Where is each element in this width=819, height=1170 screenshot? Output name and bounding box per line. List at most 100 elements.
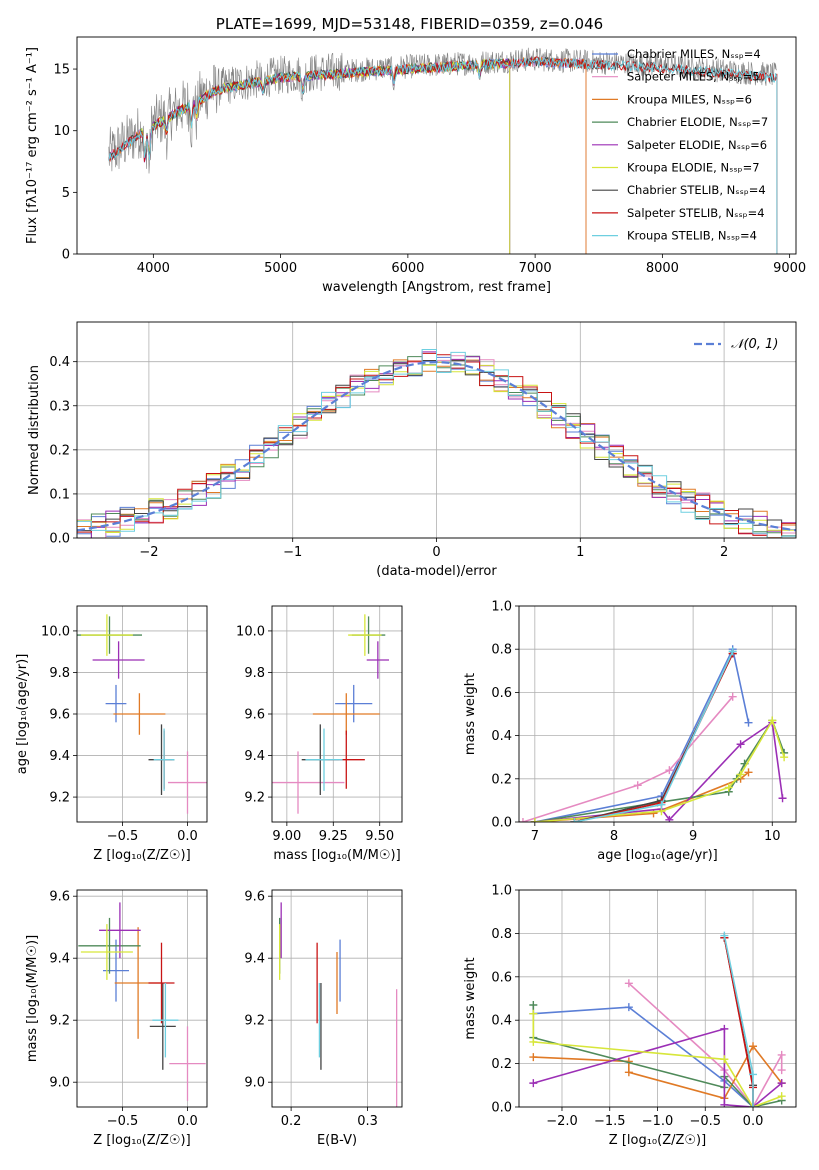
y-axis-label: mass weight xyxy=(463,957,478,1039)
x-axis-label: Z [log₁₀(Z/Z☉)] xyxy=(93,1133,190,1148)
y-tick-label: 0.1 xyxy=(49,487,70,502)
x-tick-label: 9.50 xyxy=(365,829,394,844)
weight-marker xyxy=(777,1050,786,1059)
y-axis-label: mass weight xyxy=(463,673,478,755)
weight-marker xyxy=(720,1024,729,1033)
weight-marker xyxy=(519,818,527,822)
error-bar-point-6 xyxy=(80,614,133,656)
weight-marker xyxy=(724,783,733,792)
weight-marker xyxy=(728,647,737,656)
y-tick-label: 9.8 xyxy=(49,666,70,681)
error-bar-point-1 xyxy=(105,684,127,723)
x-tick-label: 10 xyxy=(764,829,781,844)
x-tick-label: −1.5 xyxy=(594,1114,626,1129)
y-tick-label: 1.0 xyxy=(491,600,512,615)
y-tick-label: 0.0 xyxy=(491,1101,512,1116)
panel-5: 7 8 9 10 0.0 0.2 0.4 0.6 0.8 1.0 age [log₁₀(age/yr… xyxy=(463,600,797,863)
y-tick-label: 10.0 xyxy=(236,624,265,639)
legend-label: Chabrier STELIB, Nₛₛₚ=4 xyxy=(627,183,766,197)
x-tick-label: 9.25 xyxy=(319,829,348,844)
weight-marker xyxy=(633,781,642,790)
y-tick-label: 9.0 xyxy=(49,1076,70,1091)
y-tick-label: 0.4 xyxy=(491,729,512,744)
y-tick-label: 9.6 xyxy=(49,708,70,723)
weight-marker xyxy=(749,1103,758,1107)
x-tick-label: −2 xyxy=(139,545,158,560)
x-axis-label: (data-model)/error xyxy=(376,564,497,579)
plot-layer xyxy=(77,614,207,814)
weight-marker xyxy=(744,718,753,727)
y-tick-label: 10 xyxy=(53,124,70,139)
weight-marker xyxy=(529,1009,538,1018)
weight-marker xyxy=(749,1042,758,1051)
y-tick-label: 9.2 xyxy=(244,791,265,806)
y-tick-label: 0 xyxy=(62,248,70,263)
x-axis-label: Z [log₁₀(Z/Z☉)] xyxy=(93,848,190,863)
y-tick-label: 0.2 xyxy=(491,1057,512,1072)
plot-layer xyxy=(78,902,206,1101)
y-tick-label: 9.2 xyxy=(49,1014,70,1029)
legend-label: Salpeter STELIB, Nₛₛₚ=4 xyxy=(627,206,765,220)
legend-label: Chabrier MILES, Nₛₛₚ=4 xyxy=(627,47,761,61)
x-tick-label: 0.2 xyxy=(281,1114,302,1129)
x-tick-label: −2.0 xyxy=(546,1114,578,1129)
weight-marker xyxy=(624,1003,633,1012)
frame xyxy=(518,889,797,1108)
x-tick-label: 0.0 xyxy=(177,1114,198,1129)
x-tick-label: 9 xyxy=(689,829,697,844)
panel-8: −2.0 −1.5 −1.0 −0.5 0.0 0.0 0.2 0.4 0.6 0.8 1.0 Z [… xyxy=(463,884,797,1148)
panel-7: 0.2 0.3 9.0 9.2 9.4 9.6 E(B-V) xyxy=(244,889,403,1148)
weight-line-1 xyxy=(534,646,750,822)
weight-line-2 xyxy=(522,696,734,822)
y-tick-label: 0.6 xyxy=(491,686,512,701)
weight-marker xyxy=(649,809,658,818)
weight-marker xyxy=(744,768,753,777)
error-bar-point-5 xyxy=(366,641,389,679)
frame xyxy=(76,605,208,823)
plot-layer xyxy=(278,902,398,1107)
chart-title: PLATE=1699, MJD=53148, FIBERID=0359, z=0… xyxy=(216,15,603,33)
weight-marker xyxy=(570,818,579,822)
error-bar-point-4 xyxy=(78,917,141,974)
plot-layer xyxy=(272,614,389,814)
weight-marker xyxy=(749,1070,758,1079)
x-tick-label: 8 xyxy=(610,829,618,844)
x-tick-label: 8000 xyxy=(646,261,679,276)
error-bar-point-8 xyxy=(148,942,175,1024)
weight-marker xyxy=(530,818,539,822)
panel-3: −0.5 0.0 9.2 9.4 9.6 9.8 10.0 Z [log₁₀(Z/Z☉)] ag… xyxy=(15,605,208,863)
error-bar-point-3 xyxy=(113,693,166,735)
weight-line-1 xyxy=(533,1006,754,1107)
weight-marker xyxy=(624,979,633,988)
error-bar-point-9 xyxy=(305,728,343,791)
x-axis-label: wavelength [Angstrom, rest frame] xyxy=(322,280,551,295)
panel-4: 9.00 9.25 9.50 9.2 9.4 9.6 9.8 10.0 mass [log₁₀(… xyxy=(236,605,403,863)
weight-line-6 xyxy=(534,718,785,822)
model-spectrum-9 xyxy=(108,56,778,254)
error-bar-point-6 xyxy=(348,614,382,656)
y-axis-label: mass [log₁₀(M/M☉)] xyxy=(25,935,40,1062)
plot-layer xyxy=(529,931,786,1107)
x-axis-label: E(B-V) xyxy=(317,1133,357,1148)
y-tick-label: 9.6 xyxy=(244,890,265,905)
error-bar-point-5 xyxy=(99,902,141,959)
error-bar-point-9 xyxy=(153,728,175,791)
y-axis-label: Normed distribution xyxy=(27,365,42,495)
x-tick-label: 7 xyxy=(531,829,539,844)
legend-label: Kroupa STELIB, Nₛₛₚ=4 xyxy=(627,229,757,243)
y-tick-label: 0.4 xyxy=(491,1014,512,1029)
y-tick-label: 9.2 xyxy=(244,1014,265,1029)
y-axis-label: Flux [fλ10⁻¹⁷ erg cm⁻² s⁻¹ A⁻¹] xyxy=(25,47,40,244)
weight-marker xyxy=(778,794,787,803)
weight-marker xyxy=(720,1055,729,1064)
panel-1: 4000 5000 6000 7000 8000 9000 0 5 10 15 wavelength… xyxy=(25,36,806,295)
y-tick-label: 0.6 xyxy=(491,970,512,985)
weight-marker xyxy=(624,1068,633,1077)
frame xyxy=(76,889,208,1108)
y-tick-label: 0.2 xyxy=(49,443,70,458)
x-tick-label: −0.5 xyxy=(107,829,139,844)
plot-layer xyxy=(77,349,796,538)
error-bar-point-3 xyxy=(312,693,380,735)
frame xyxy=(518,605,797,823)
normal-curve xyxy=(77,360,796,532)
